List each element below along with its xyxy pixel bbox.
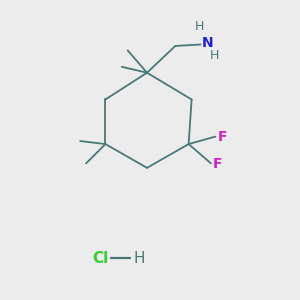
Text: H: H bbox=[134, 251, 145, 266]
Text: Cl: Cl bbox=[92, 251, 108, 266]
Text: F: F bbox=[213, 157, 223, 171]
Text: N: N bbox=[202, 36, 214, 50]
Text: F: F bbox=[218, 130, 227, 144]
Text: H: H bbox=[210, 49, 220, 62]
Text: H: H bbox=[194, 20, 204, 33]
